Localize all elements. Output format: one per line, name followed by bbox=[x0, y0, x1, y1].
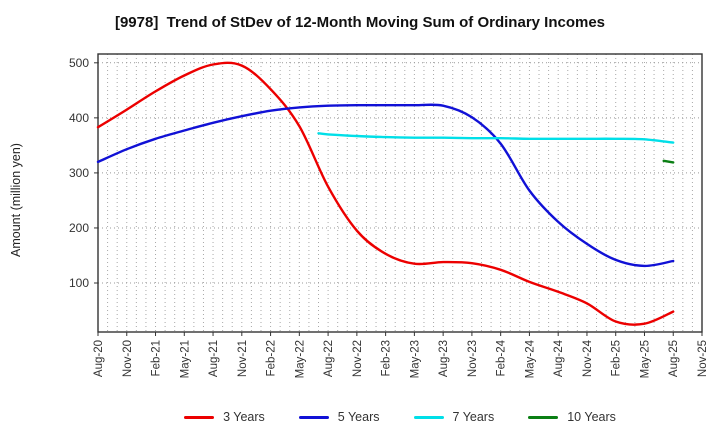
x-tick-label: Feb-22 bbox=[266, 340, 278, 376]
x-tick-label: Feb-25 bbox=[611, 340, 623, 376]
x-tick-label: Aug-20 bbox=[93, 340, 105, 377]
x-tick-label: Nov-21 bbox=[237, 340, 249, 377]
legend-label-10-years: 10 Years bbox=[567, 410, 616, 424]
legend-line-swatch-7-years bbox=[413, 415, 444, 419]
chart-title: [9978] Trend of StDev of 12-Month Moving… bbox=[114, 14, 606, 31]
axis-box bbox=[97, 53, 703, 333]
y-tick-label: 100 bbox=[69, 276, 89, 290]
x-tick-label: Aug-21 bbox=[208, 340, 220, 377]
legend-label-7-years: 7 Years bbox=[452, 410, 495, 424]
y-tick-label: 500 bbox=[69, 56, 89, 70]
x-tick-label: May-23 bbox=[409, 340, 421, 378]
legend-item-7-years: 7 Years bbox=[413, 410, 495, 424]
x-tick-label: Nov-20 bbox=[122, 340, 134, 377]
x-tick-label: Nov-25 bbox=[697, 340, 709, 377]
legend: 3 Years 5 Years 7 Years 10 Years bbox=[98, 407, 702, 427]
legend-item-5-years: 5 Years bbox=[298, 410, 380, 424]
y-tick-label: 400 bbox=[69, 111, 89, 125]
x-tick-label: Feb-24 bbox=[496, 339, 508, 376]
x-tick-label: May-25 bbox=[639, 340, 651, 378]
series-line-5-years bbox=[96, 103, 675, 268]
x-tick-label: Feb-23 bbox=[381, 340, 393, 376]
x-tick-label: Nov-23 bbox=[467, 340, 479, 377]
legend-label-5-years: 5 Years bbox=[337, 410, 380, 424]
legend-label-3-years: 3 Years bbox=[223, 410, 265, 424]
x-tick-label: Aug-22 bbox=[323, 340, 335, 377]
legend-line-swatch-5-years bbox=[298, 415, 329, 419]
y-tick-label: 300 bbox=[69, 166, 89, 180]
legend-line-swatch-3-years bbox=[184, 415, 215, 419]
y-tick-label: 200 bbox=[69, 221, 89, 235]
legend-item-3-years: 3 Years bbox=[184, 410, 265, 424]
series-line-10-years bbox=[662, 159, 675, 164]
legend-line-swatch-10-years bbox=[528, 415, 559, 419]
series-line-3-years bbox=[96, 61, 675, 326]
x-tick-label: Aug-23 bbox=[438, 340, 450, 377]
legend-item-10-years: 10 Years bbox=[528, 410, 616, 424]
series-line-7-years bbox=[317, 132, 675, 144]
x-tick-label: Nov-22 bbox=[352, 340, 364, 377]
x-tick-label: May-24 bbox=[524, 339, 536, 378]
x-tick-label: Aug-25 bbox=[668, 340, 680, 377]
x-tick-label: May-22 bbox=[294, 340, 306, 378]
x-tick-label: Nov-24 bbox=[582, 339, 594, 377]
x-tick-label: Feb-21 bbox=[151, 340, 163, 376]
x-tick-label: May-21 bbox=[179, 340, 191, 378]
x-tick-label: Aug-24 bbox=[553, 339, 565, 377]
